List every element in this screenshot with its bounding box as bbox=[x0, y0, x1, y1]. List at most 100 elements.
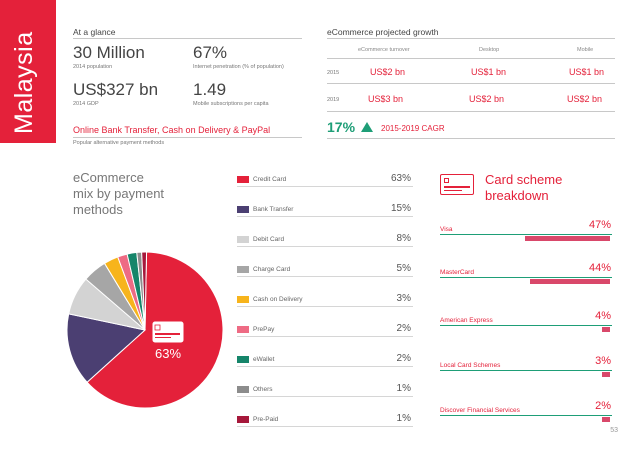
mix-title-line3: methods bbox=[73, 202, 123, 217]
legend-value: 63% bbox=[390, 173, 411, 184]
row-turnover: US$2 bn bbox=[370, 67, 406, 77]
scheme-row: Discover Financial Services 2% bbox=[440, 400, 612, 416]
row-year: 2019 bbox=[327, 97, 340, 103]
scheme-value: 47% bbox=[588, 219, 611, 231]
credit-card-icon bbox=[152, 321, 184, 343]
col-mobile-header: Mobile bbox=[577, 47, 594, 53]
scheme-bar bbox=[530, 279, 610, 284]
scheme-row: Visa 47% bbox=[440, 219, 612, 235]
legend-row: Cash on Delivery 3% bbox=[237, 293, 413, 307]
population-label: 2014 population bbox=[73, 64, 113, 70]
internet-value: 67% bbox=[193, 43, 228, 62]
legend-label: eWallet bbox=[253, 356, 275, 363]
divider bbox=[327, 38, 615, 39]
scheme-bar bbox=[602, 372, 610, 377]
growth-heading: eCommerce projected growth bbox=[327, 27, 439, 37]
legend-value: 1% bbox=[396, 383, 411, 394]
scheme-name: MasterCard bbox=[440, 269, 474, 276]
alt-methods-value: Online Bank Transfer, Cash on Delivery &… bbox=[73, 125, 271, 135]
legend-row: Others 1% bbox=[237, 383, 413, 397]
mobile-label: Mobile subscriptions per capita bbox=[193, 101, 269, 107]
divider bbox=[73, 38, 302, 39]
gdp-label: 2014 GDP bbox=[73, 101, 99, 107]
payment-mix-pie-chart: 63% bbox=[66, 251, 224, 409]
scheme-name: Visa bbox=[440, 226, 453, 233]
legend-label: Debit Card bbox=[253, 236, 285, 243]
divider bbox=[327, 138, 615, 139]
legend-swatch bbox=[237, 356, 249, 363]
pie-center-label: 63% bbox=[155, 346, 181, 361]
row-desktop: US$1 bn bbox=[471, 67, 507, 77]
gdp-value: US$327 bn bbox=[73, 80, 159, 99]
legend-label: Others bbox=[253, 386, 273, 393]
schemes-title-line2: breakdown bbox=[485, 188, 549, 203]
legend-value: 8% bbox=[396, 233, 411, 244]
cagr-value: 17% bbox=[327, 119, 356, 135]
legend-label: Bank Transfer bbox=[253, 206, 294, 213]
legend-value: 2% bbox=[396, 323, 411, 334]
divider bbox=[327, 83, 615, 84]
scheme-name: Discover Financial Services bbox=[440, 407, 520, 414]
legend-value: 3% bbox=[396, 293, 411, 304]
mobile-value: 1.49 bbox=[193, 80, 227, 99]
legend-swatch bbox=[237, 296, 249, 303]
internet-label: Internet penetration (% of population) bbox=[193, 64, 284, 70]
pie-slice-pre-paid bbox=[141, 251, 148, 331]
legend-value: 1% bbox=[396, 413, 411, 424]
divider bbox=[327, 111, 615, 112]
country-banner bbox=[0, 0, 56, 143]
legend-row: PrePay 2% bbox=[237, 323, 413, 337]
glance-heading: At a glance bbox=[73, 27, 116, 37]
cagr-label: 2015-2019 CAGR bbox=[381, 124, 445, 133]
col-desktop-header: Desktop bbox=[479, 47, 500, 53]
legend-row: Credit Card 63% bbox=[237, 173, 413, 187]
scheme-name: American Express bbox=[440, 317, 493, 324]
legend-label: Pre-Paid bbox=[253, 416, 279, 423]
row-mobile: US$2 bn bbox=[567, 94, 603, 104]
legend-row: Charge Card 5% bbox=[237, 263, 413, 277]
legend-swatch bbox=[237, 236, 249, 243]
country-name: Malaysia bbox=[10, 31, 38, 134]
pie-slice-bank-transfer bbox=[66, 313, 147, 383]
row-mobile: US$1 bn bbox=[569, 67, 605, 77]
credit-card-icon bbox=[440, 174, 474, 195]
legend-swatch bbox=[237, 266, 249, 273]
legend-swatch bbox=[237, 206, 249, 213]
row-desktop: US$2 bn bbox=[469, 94, 505, 104]
legend-label: PrePay bbox=[253, 326, 275, 333]
mix-title-line2: mix by payment bbox=[73, 186, 165, 201]
up-arrow-icon bbox=[361, 122, 373, 132]
legend-row: eWallet 2% bbox=[237, 353, 413, 367]
alt-methods-label: Popular alternative payment methods bbox=[73, 140, 165, 146]
legend-row: Debit Card 8% bbox=[237, 233, 413, 247]
schemes-title-line1: Card scheme bbox=[485, 172, 563, 187]
page-number: 53 bbox=[610, 427, 618, 434]
legend-value: 15% bbox=[390, 203, 411, 214]
scheme-bar bbox=[602, 417, 610, 422]
divider bbox=[73, 137, 302, 138]
mix-title-line1: eCommerce bbox=[73, 170, 144, 185]
scheme-name: Local Card Schemes bbox=[440, 362, 501, 369]
scheme-value: 44% bbox=[588, 262, 611, 274]
legend-value: 2% bbox=[396, 353, 411, 364]
legend-row: Bank Transfer 15% bbox=[237, 203, 413, 217]
row-turnover: US$3 bn bbox=[368, 94, 404, 104]
legend-swatch bbox=[237, 416, 249, 423]
scheme-row: MasterCard 44% bbox=[440, 262, 612, 278]
row-year: 2015 bbox=[327, 70, 340, 76]
scheme-row: Local Card Schemes 3% bbox=[440, 355, 612, 371]
scheme-value: 3% bbox=[595, 355, 611, 367]
scheme-value: 2% bbox=[595, 400, 611, 412]
scheme-row: American Express 4% bbox=[440, 310, 612, 326]
legend-label: Credit Card bbox=[253, 176, 287, 183]
population-value: 30 Million bbox=[73, 43, 145, 62]
legend-row: Pre-Paid 1% bbox=[237, 413, 413, 427]
legend-value: 5% bbox=[396, 263, 411, 274]
divider bbox=[327, 58, 615, 59]
scheme-bar bbox=[525, 236, 610, 241]
legend-swatch bbox=[237, 176, 249, 183]
scheme-value: 4% bbox=[595, 310, 611, 322]
col-turnover-header: eCommerce turnover bbox=[358, 47, 410, 53]
scheme-bar bbox=[602, 327, 610, 332]
legend-swatch bbox=[237, 326, 249, 333]
